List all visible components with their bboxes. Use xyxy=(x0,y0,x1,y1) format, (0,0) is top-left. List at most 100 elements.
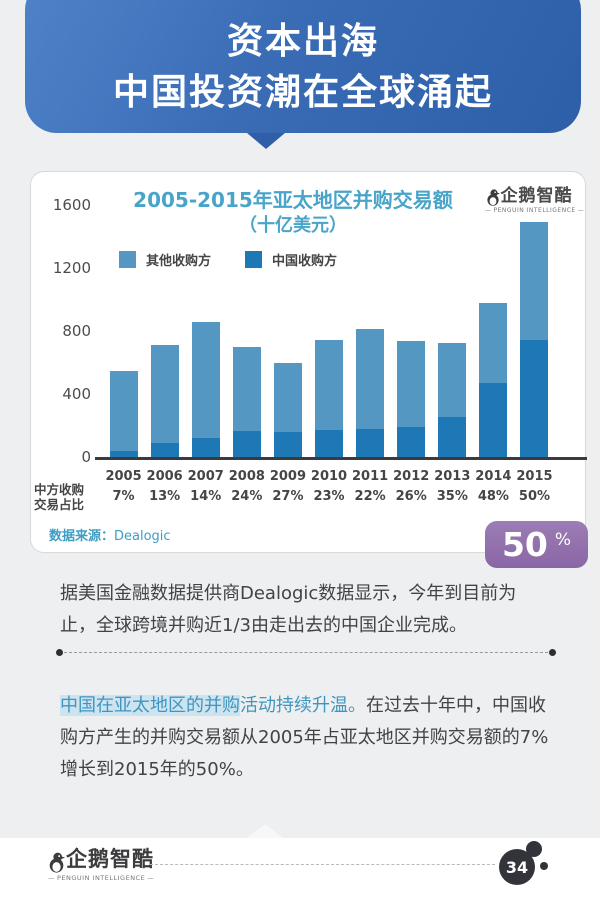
year-label: 2010 xyxy=(310,469,348,484)
bar-segment-others xyxy=(356,328,385,429)
legend-item-others: 其他收购方 xyxy=(119,250,211,269)
chart-card: 2005-2015年亚太地区并购交易额 （十亿美元） 企鹅智酷 PENGUIN … xyxy=(30,171,587,553)
chart-title-line1: 2005-2015年亚太地区并购交易额 xyxy=(133,188,453,212)
china-share-pct-label: 27% xyxy=(272,489,304,504)
legend-swatch-china xyxy=(245,251,263,268)
bar-segment-others xyxy=(273,362,302,432)
legend-label-china: 中国收购方 xyxy=(272,254,338,269)
teal-text: 活动持续升温。 xyxy=(240,695,366,716)
bar-segment-china xyxy=(273,431,302,457)
china-share-pct-label: 7% xyxy=(112,489,135,504)
penguin-icon xyxy=(48,852,65,873)
china-share-pct-label: 50% xyxy=(518,489,551,504)
penguin-icon xyxy=(486,189,500,206)
bar-2008 xyxy=(226,346,267,457)
china-share-pct-label: 24% xyxy=(231,489,263,504)
year-label: 2008 xyxy=(228,469,265,484)
y-tick-label: 0 xyxy=(81,448,91,466)
year-label: 2013 xyxy=(434,469,471,484)
divider-dot-right xyxy=(549,649,556,656)
bar-2012 xyxy=(391,341,432,457)
header-pointer-triangle xyxy=(247,133,285,149)
bar-segment-china xyxy=(438,417,467,457)
year-label: 2012 xyxy=(393,469,430,484)
china-share-row-label: 中方收购 交易占比 xyxy=(34,482,85,512)
year-label: 2009 xyxy=(269,469,307,484)
china-share-pct-label: 22% xyxy=(354,489,386,504)
logo-subtitle: PENGUIN INTELLIGENCE xyxy=(483,207,576,214)
data-source: 数据来源：Dealogic xyxy=(49,525,171,544)
highlighted-text: 中国在亚太地区的并购 xyxy=(60,695,240,716)
china-share-pct-label: 13% xyxy=(149,489,181,504)
bar-segment-china xyxy=(397,426,426,457)
page-badge-dot xyxy=(540,862,548,870)
y-tick-label: 1200 xyxy=(52,259,91,277)
header-banner: 资本出海 中国投资潮在全球涌起 xyxy=(25,0,581,133)
year-label: 2007 xyxy=(187,469,224,484)
bar-2015 xyxy=(514,222,555,457)
legend-swatch-others xyxy=(119,251,136,268)
y-tick-label: 400 xyxy=(62,385,91,403)
header-title-line1: 资本出海 xyxy=(226,20,379,62)
bar-2005 xyxy=(103,371,144,457)
footer-logo-name: 企鹅智酷 xyxy=(66,847,154,871)
footer-logo: 企鹅智酷 PENGUIN INTELLIGENCE xyxy=(46,843,156,882)
bar-segment-others xyxy=(438,342,467,417)
bar-segment-china xyxy=(232,430,261,457)
y-axis: 1600 1200 800 400 0 xyxy=(49,172,91,472)
bar-segment-others xyxy=(315,339,344,431)
bar-segment-others xyxy=(479,303,508,384)
logo-name: 企鹅智酷 xyxy=(500,186,573,206)
year-label: 2011 xyxy=(352,469,389,484)
fifty-percent-badge: 50 % xyxy=(485,521,588,568)
bar-segment-others xyxy=(232,346,261,431)
data-source-value: Dealogic xyxy=(114,529,171,544)
chart-legend: 其他收购方 中国收购方 xyxy=(119,250,337,269)
china-share-pct-label: 35% xyxy=(436,489,468,504)
x-axis-line xyxy=(95,457,587,460)
china-share-pct-label: 26% xyxy=(395,489,427,504)
badge-unit: % xyxy=(554,529,572,550)
header-title-line2: 中国投资潮在全球涌起 xyxy=(112,71,493,113)
year-label: 2006 xyxy=(146,469,183,484)
plot-area xyxy=(103,205,555,457)
bar-segment-others xyxy=(191,322,220,439)
china-share-pct-label: 14% xyxy=(190,489,222,504)
badge-value: 50 xyxy=(501,525,548,564)
y-tick-label: 800 xyxy=(62,322,91,340)
bar-2011 xyxy=(350,328,391,457)
data-source-label: 数据来源： xyxy=(49,529,115,544)
bar-segment-china xyxy=(150,442,179,457)
footer-logo-subtitle: PENGUIN INTELLIGENCE xyxy=(46,874,156,882)
bar-segment-china xyxy=(315,430,344,457)
legend-item-china: 中国收购方 xyxy=(245,250,337,269)
y-tick-label: 1600 xyxy=(52,196,91,214)
x-labels: 2005 2006 2007 2008 2009 2010 2011 2012 2013 2014… xyxy=(103,469,555,484)
china-share-pct-label: 48% xyxy=(477,489,509,504)
bar-segment-others xyxy=(109,371,138,452)
page-badge-bubble xyxy=(526,841,542,857)
bar-segment-china xyxy=(479,383,508,457)
year-label: 2014 xyxy=(475,469,512,484)
paragraph-dealogic: 据美国金融数据提供商Dealogic数据显示，今年到目前为止，全球跨境并购近1/… xyxy=(60,583,517,636)
divider-line xyxy=(64,652,548,653)
paragraph-rest: 在过去十年中，中国收购方产生的并购交易额从2005年占亚太地区并购交易额的7%增… xyxy=(60,695,549,780)
bar-2009 xyxy=(267,362,308,457)
section-divider xyxy=(56,648,556,658)
bar-2014 xyxy=(473,303,514,457)
year-label: 2015 xyxy=(516,469,553,484)
penguin-intelligence-logo: 企鹅智酷 PENGUIN INTELLIGENCE xyxy=(483,181,575,214)
bar-2007 xyxy=(185,322,226,457)
footer-dotted-line xyxy=(150,864,495,865)
bar-segment-china xyxy=(356,428,385,457)
legend-label-others: 其他收购方 xyxy=(146,254,212,269)
divider-dot-left xyxy=(56,649,63,656)
bar-segment-china xyxy=(109,451,138,457)
pct-labels: 7% 13% 14% 24% 27% 23% 22% 26% 35% 48% 50% xyxy=(103,489,555,504)
bar-2010 xyxy=(308,339,349,457)
bar-segment-others xyxy=(520,222,549,340)
bar-segment-others xyxy=(150,345,179,443)
bar-segment-china xyxy=(520,339,549,457)
footer-pointer-triangle xyxy=(247,824,283,838)
chart-title: 2005-2015年亚太地区并购交易额 （十亿美元） xyxy=(91,187,495,239)
